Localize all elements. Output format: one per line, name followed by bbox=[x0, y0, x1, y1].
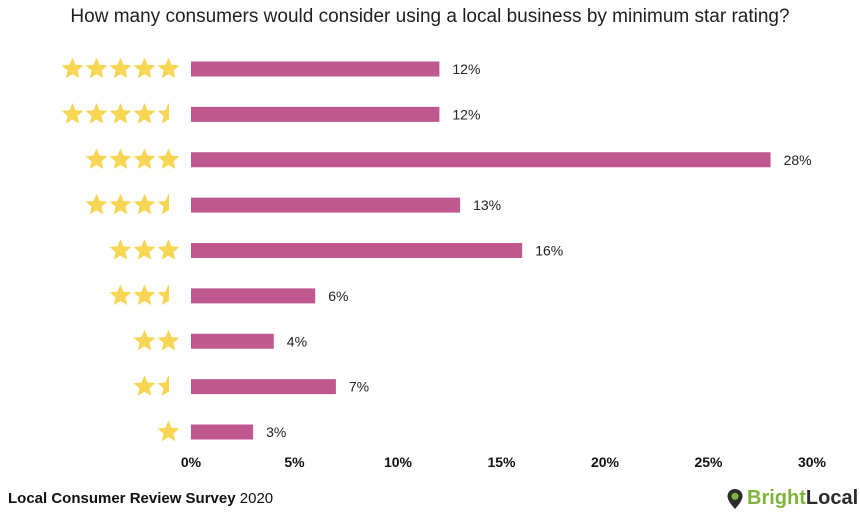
x-tick-label: 0% bbox=[181, 454, 202, 470]
star-icon bbox=[109, 57, 132, 79]
half-star-icon bbox=[157, 193, 169, 215]
star-icon bbox=[85, 102, 108, 124]
star-icon bbox=[133, 284, 156, 306]
data-label: 28% bbox=[784, 152, 812, 168]
star-icon bbox=[109, 239, 132, 260]
bar-4-stars bbox=[191, 152, 771, 168]
data-label: 12% bbox=[452, 61, 480, 77]
star-icon bbox=[157, 239, 180, 260]
brand-name-bright: Bright bbox=[747, 487, 806, 509]
bar-1-stars bbox=[191, 424, 254, 440]
bar-2-stars bbox=[191, 333, 274, 349]
star-icon bbox=[133, 329, 156, 351]
star-icon bbox=[157, 148, 180, 170]
bar-4-5-stars bbox=[191, 106, 440, 122]
survey-caption: Local Consumer Review Survey 2020 bbox=[8, 490, 273, 507]
star-icon bbox=[85, 57, 108, 79]
star-icon bbox=[109, 102, 132, 124]
bar-3-5-stars bbox=[191, 197, 461, 213]
survey-year: 2020 bbox=[239, 490, 274, 507]
bar-1-5-stars bbox=[191, 379, 336, 395]
data-label: 6% bbox=[328, 288, 348, 304]
star-rating-1-5 bbox=[133, 375, 169, 396]
x-tick-label: 20% bbox=[591, 454, 620, 470]
bar-5-stars bbox=[191, 61, 440, 77]
star-icon bbox=[109, 148, 132, 170]
bar-chart: 12% 12% 28% 13% 16% 6% 4% 7% 3% 0% 5% 10% 15% 20% 25% 3… bbox=[61, 57, 827, 470]
star-rating-3-5 bbox=[85, 193, 169, 215]
brightlocal-logo: Bright Local bbox=[726, 487, 858, 510]
star-icon bbox=[109, 193, 132, 215]
star-rating-4-5 bbox=[61, 102, 169, 124]
survey-name: Local Consumer Review Survey bbox=[8, 490, 236, 507]
bar-3-stars bbox=[191, 243, 523, 258]
star-icon bbox=[157, 420, 180, 442]
half-star-icon bbox=[157, 375, 169, 396]
chart-title: How many consumers would consider using … bbox=[70, 6, 790, 27]
star-icon bbox=[133, 148, 156, 170]
x-tick-label: 15% bbox=[487, 454, 516, 470]
star-rating-5 bbox=[61, 57, 180, 79]
star-rating-4 bbox=[85, 148, 180, 170]
x-tick-label: 25% bbox=[694, 454, 723, 470]
star-icon bbox=[85, 193, 108, 215]
star-icon bbox=[157, 329, 180, 351]
data-label: 13% bbox=[473, 197, 501, 213]
x-tick-label: 10% bbox=[384, 454, 413, 470]
bar-2-5-stars bbox=[191, 288, 316, 304]
x-tick-label: 30% bbox=[798, 454, 827, 470]
half-star-icon bbox=[157, 102, 169, 124]
star-icon bbox=[85, 148, 108, 170]
star-icon bbox=[61, 102, 84, 124]
star-icon bbox=[133, 193, 156, 215]
data-label: 7% bbox=[349, 379, 369, 395]
star-icon bbox=[133, 239, 156, 260]
data-label: 3% bbox=[266, 424, 286, 440]
star-icon bbox=[157, 57, 180, 79]
star-rating-3 bbox=[109, 239, 180, 260]
star-rating-2-5 bbox=[109, 284, 169, 306]
star-rating-2 bbox=[133, 329, 180, 351]
star-icon bbox=[133, 375, 156, 396]
data-label: 16% bbox=[535, 243, 563, 259]
data-label: 4% bbox=[287, 333, 307, 349]
brand-name-local: Local bbox=[805, 487, 859, 509]
star-icon bbox=[109, 284, 132, 306]
star-icon bbox=[61, 57, 84, 79]
data-label: 12% bbox=[452, 106, 480, 122]
x-tick-label: 5% bbox=[284, 454, 305, 470]
star-icon bbox=[133, 102, 156, 124]
star-icon bbox=[133, 57, 156, 79]
star-rating-1 bbox=[157, 420, 180, 442]
half-star-icon bbox=[157, 284, 169, 306]
map-pin-icon bbox=[727, 488, 743, 509]
